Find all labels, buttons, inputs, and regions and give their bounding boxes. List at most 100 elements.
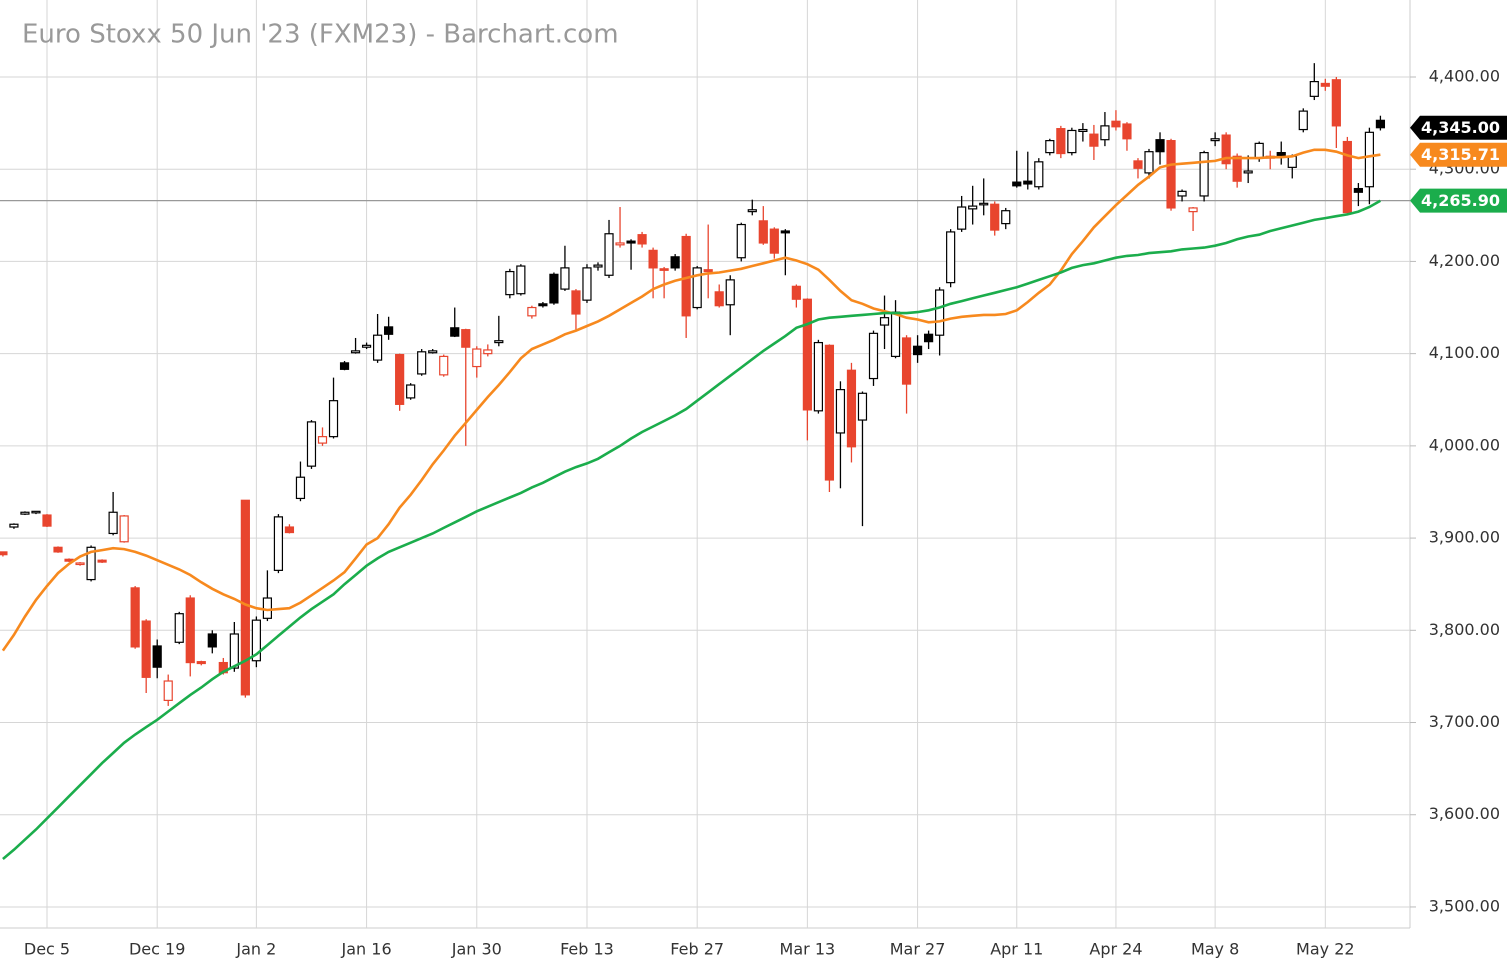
candle-body <box>1298 110 1308 131</box>
candle-body <box>75 562 85 566</box>
y-tick-label: 3,800.00 <box>1429 620 1500 639</box>
candle-body <box>1144 151 1154 174</box>
candle-body <box>207 633 217 648</box>
price-badge-label: 4,265.90 <box>1421 191 1500 210</box>
candle-body <box>714 291 724 307</box>
candle-body <box>450 327 460 337</box>
candle-body <box>1309 80 1319 97</box>
candle-body <box>813 341 824 412</box>
y-tick-label: 3,900.00 <box>1429 528 1500 547</box>
candle-body <box>295 476 306 500</box>
x-tick-label: Apr 24 <box>1089 940 1142 959</box>
candle-body <box>306 421 317 467</box>
price-badge-label: 4,345.00 <box>1421 118 1500 137</box>
candle-body <box>273 516 284 571</box>
candle-body <box>1111 120 1121 128</box>
candle-body <box>108 511 118 535</box>
x-tick-label: Mar 27 <box>890 940 946 959</box>
candle-body <box>946 231 956 284</box>
candle-body <box>284 526 295 534</box>
candle-body <box>1078 128 1088 132</box>
x-tick-label: Dec 19 <box>129 940 185 959</box>
candle-body <box>1056 128 1066 155</box>
candle-body <box>868 332 879 380</box>
candle-body <box>1155 139 1165 153</box>
candle-body <box>339 362 350 370</box>
candle-body <box>626 240 636 244</box>
moving-average-line <box>1 148 1381 652</box>
y-tick-label: 3,500.00 <box>1429 896 1500 915</box>
candle-body <box>1331 79 1341 127</box>
candle-body <box>20 511 30 515</box>
candle-body <box>780 230 790 234</box>
candle-body <box>1001 210 1011 225</box>
candle-body <box>1353 187 1363 193</box>
candle-body <box>615 242 625 246</box>
candle-body <box>538 303 548 307</box>
candle-body <box>361 344 372 348</box>
y-tick-label: 4,200.00 <box>1429 251 1500 270</box>
candle-body <box>317 436 328 444</box>
candle-body <box>494 340 504 344</box>
candle-body <box>659 268 669 271</box>
candle-body <box>637 234 647 245</box>
candle-body <box>1232 155 1242 182</box>
candle-body <box>174 613 184 643</box>
candle-body <box>328 400 339 438</box>
candle-body <box>1188 207 1198 213</box>
price-badge: 4,265.90 <box>1410 188 1507 213</box>
candle-body <box>516 265 526 295</box>
grid <box>0 0 1416 929</box>
candle-body <box>395 353 405 405</box>
candle-body <box>229 633 239 669</box>
candle-body <box>505 270 515 296</box>
candle-body <box>846 369 857 448</box>
candle-body <box>979 202 989 206</box>
candle-body <box>571 290 581 315</box>
candle-body <box>1089 133 1099 147</box>
candle-body <box>549 273 559 304</box>
candle-body <box>990 203 1000 231</box>
candle-body <box>461 329 471 348</box>
candle-body <box>251 619 261 662</box>
candle-body <box>97 559 107 563</box>
candle-body <box>890 311 901 358</box>
candle-body <box>582 267 592 301</box>
labels: 3,500.00 3,600.00 3,700.00 3,800.00 3,900.00… <box>24 66 1507 959</box>
price-badge-bg <box>1410 188 1507 213</box>
candle-body <box>350 350 361 354</box>
x-tick-label: May 22 <box>1296 940 1355 959</box>
y-tick-label: 4,100.00 <box>1429 343 1500 362</box>
candle-body <box>560 267 570 290</box>
x-tick-label: Apr 11 <box>990 940 1043 959</box>
price-badge: 4,315.71 <box>1410 142 1507 167</box>
candle-body <box>384 326 394 335</box>
candle-body <box>1034 161 1044 188</box>
candle-body <box>417 351 427 375</box>
candle-body <box>1067 129 1077 154</box>
candle-body <box>42 514 52 527</box>
candle-body <box>1045 140 1055 154</box>
candle-body <box>1166 140 1176 209</box>
candle-body <box>1210 138 1220 142</box>
price-badge-bg <box>1410 142 1507 167</box>
candle-body <box>901 337 912 385</box>
y-tick-label: 4,400.00 <box>1429 66 1500 85</box>
candle-body <box>1243 170 1253 174</box>
candle-body <box>769 228 779 254</box>
marks <box>0 63 1386 860</box>
candle-body <box>692 267 702 309</box>
candle-body <box>593 264 603 268</box>
candle-body <box>1320 82 1330 87</box>
candle-body <box>1342 140 1352 214</box>
candle-body <box>758 220 768 244</box>
candle-body <box>1287 155 1297 168</box>
candle-body <box>0 551 8 556</box>
candle-body <box>1364 131 1375 188</box>
candle-body <box>1122 123 1132 140</box>
candle-body <box>9 523 19 528</box>
candle-body <box>957 206 967 230</box>
candle-body <box>1177 190 1187 197</box>
candle-body <box>725 279 735 306</box>
